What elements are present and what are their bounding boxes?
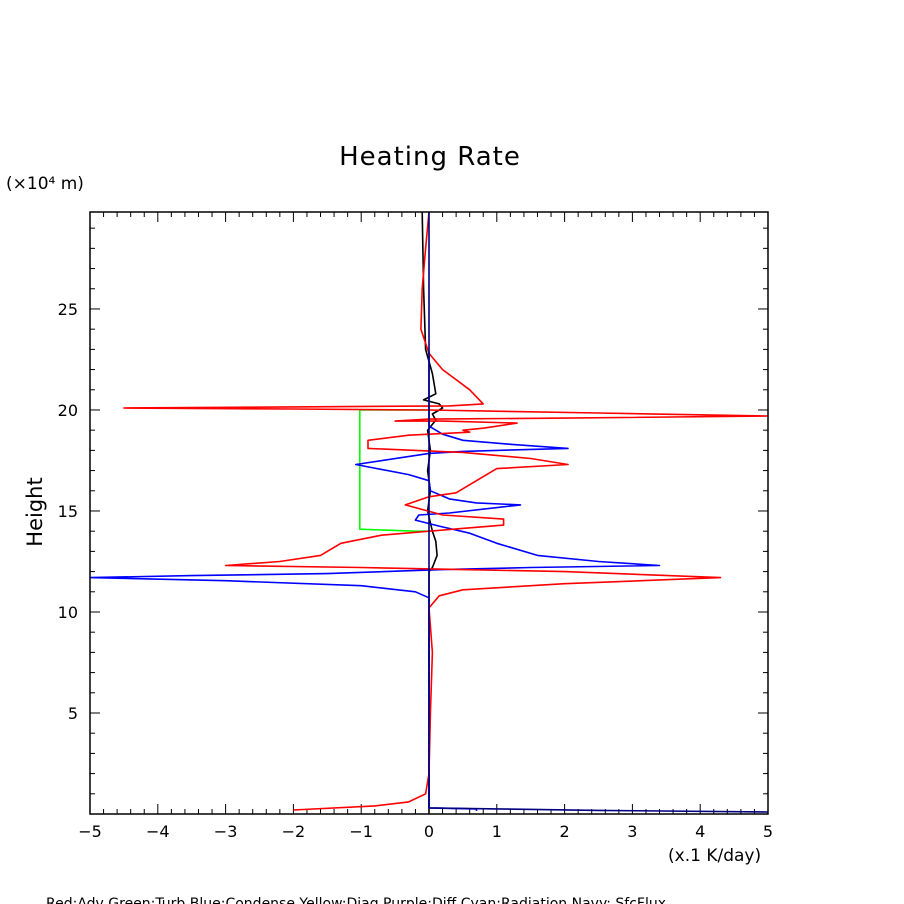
chart-title: Heating Rate [339, 142, 521, 172]
y-tick-label: 20 [58, 401, 78, 420]
plot-frame [89, 211, 769, 815]
series-line-navy [428, 212, 769, 813]
x-tick-label: −4 [146, 822, 170, 841]
x-tick-label: 5 [763, 822, 773, 841]
legend-text: Red:Adv Green:Turb Blue:Condense Yellow:… [46, 896, 666, 904]
axis-ticks: −5 −4 −3 −2 −1 0 1 2 3 4 5 5 10 15 20 25 [58, 212, 773, 841]
series-line-red [123, 211, 769, 811]
y-tick-label: 15 [58, 502, 78, 521]
y-tick-label: 10 [58, 603, 78, 622]
x-tick-label: 2 [560, 822, 570, 841]
x-tick-label: 1 [492, 822, 502, 841]
x-tick-label: 3 [627, 822, 637, 841]
series-group [89, 211, 769, 814]
y-tick-label: 25 [58, 300, 78, 319]
x-tick-label: 0 [424, 822, 434, 841]
x-tick-label: −3 [214, 822, 238, 841]
series-line-black [421, 211, 444, 814]
x-tick-label: −2 [282, 822, 306, 841]
series-line-blue [89, 351, 661, 811]
x-tick-label: 4 [695, 822, 705, 841]
y-unit-label: (×10⁴ m) [6, 174, 84, 194]
x-unit-label: (x.1 K/day) [668, 846, 761, 866]
y-axis-label: Height [23, 477, 47, 546]
x-tick-label: −5 [78, 822, 102, 841]
y-tick-label: 5 [68, 704, 78, 723]
x-tick-label: −1 [349, 822, 373, 841]
